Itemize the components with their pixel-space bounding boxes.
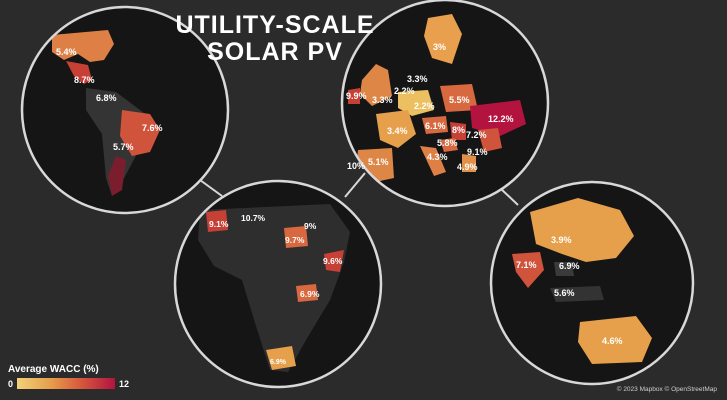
brazil-label: 7.6%: [142, 123, 163, 133]
egypt-shape: [284, 226, 308, 248]
scandinavia-shape: [424, 14, 462, 64]
chile-shape: [108, 156, 126, 196]
usa-label: 5.4%: [56, 47, 77, 57]
ireland-label: 9.9%: [346, 91, 367, 101]
south-africa-shape: [266, 346, 296, 370]
jordan-label: 9%: [304, 221, 317, 231]
sweden-label: 3%: [433, 42, 446, 52]
croatia-label: 5.8%: [437, 138, 458, 148]
morocco-label: 9.1%: [209, 219, 229, 229]
asia-pacific-inset: 3.9% 7.1% 6.9% 5.6% 4.6%: [489, 180, 695, 386]
vietnam-label: 6.9%: [559, 261, 580, 271]
greece-label: 4.9%: [457, 162, 478, 172]
connector-line: [344, 172, 366, 198]
bulgaria-label: 9.1%: [467, 147, 488, 157]
italy-label: 4.3%: [427, 152, 448, 162]
ukraine-label: 12.2%: [488, 114, 514, 124]
africa-inset: 9.1% 10.7% 9% 9.7% 9.6% 6.9% 6.9%: [173, 179, 383, 389]
egypt-label: 9.7%: [285, 235, 305, 245]
australia-label: 4.6%: [602, 336, 623, 346]
morocco-shape: [206, 210, 228, 232]
colombia-label: 6.8%: [96, 93, 117, 103]
tanzania-shape: [296, 284, 318, 302]
connector-line: [499, 187, 519, 206]
kenya-label: 9.6%: [323, 256, 343, 266]
legend: Average WACC (%) 0 12: [8, 364, 129, 389]
netherlands-label: 2.2%: [394, 86, 415, 96]
usa-shape: [52, 30, 114, 62]
tunisia-label: 10.7%: [241, 213, 266, 223]
legend-color-bar: [17, 378, 116, 389]
chile-label: 5.7%: [113, 142, 134, 152]
italy-shape: [420, 146, 446, 176]
kenya-shape: [324, 250, 344, 272]
china-shape: [530, 198, 634, 262]
france-shape: [376, 110, 416, 148]
hungary-label: 8%: [452, 125, 465, 135]
south-africa-label: 6.9%: [270, 359, 287, 366]
tanzania-label: 6.9%: [300, 289, 320, 299]
poland-label: 5.5%: [449, 95, 470, 105]
legend-min: 0: [8, 378, 14, 389]
map-title-line2: SOLAR PV: [207, 38, 343, 66]
uk-label: 3.3%: [372, 95, 393, 105]
brazil-shape: [120, 110, 160, 156]
europe-inset: 3% 3.3% 2.2% 9.9% 3.3% 2.2% 5.5% 12.2% 6…: [340, 0, 550, 208]
map-credit: © 2023 Mapbox © OpenStreetMap: [616, 386, 717, 393]
mexico-label: 8.7%: [74, 75, 95, 85]
romania-label: 7.2%: [466, 130, 487, 140]
denmark-label: 3.3%: [407, 74, 428, 84]
australia-shape: [578, 316, 652, 364]
legend-max: 12: [119, 378, 130, 389]
indonesia-label: 5.6%: [554, 288, 575, 298]
americas-inset: 5.4% 8.7% 6.8% 7.6% 5.7%: [20, 5, 230, 215]
austria-label: 6.1%: [425, 121, 446, 131]
connector-line: [199, 179, 223, 197]
india-label: 7.1%: [516, 260, 537, 270]
mexico-shape: [66, 61, 92, 84]
china-label: 3.9%: [551, 235, 572, 245]
map-title-line1: UTILITY-SCALE: [175, 11, 375, 39]
india-shape: [512, 252, 544, 288]
legend-title: Average WACC (%): [8, 364, 99, 375]
portugal-label: 10%: [347, 161, 365, 171]
spain-label: 5.1%: [368, 157, 389, 167]
ukraine-shape: [470, 100, 526, 136]
france-label: 3.4%: [387, 126, 408, 136]
germany-label: 2.2%: [414, 101, 435, 111]
